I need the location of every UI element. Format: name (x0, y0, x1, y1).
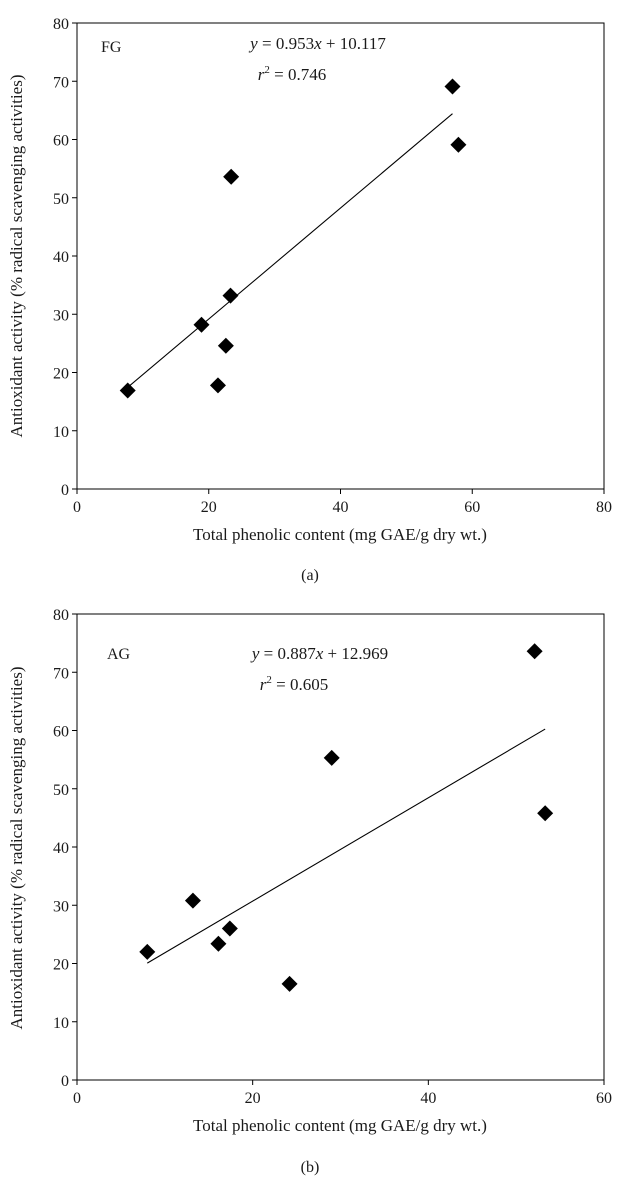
y-tick-label: 20 (53, 366, 69, 383)
y-axis-label: Antioxidant activity (% radical scavengi… (7, 74, 26, 437)
trendline-segment (127, 113, 453, 388)
y-tick-label: 80 (53, 607, 69, 624)
regression-equation: y = 0.953x + 10.117 (248, 34, 386, 53)
x-axis-label: Total phenolic content (mg GAE/g dry wt.… (193, 1116, 487, 1135)
x-tick-label: 40 (420, 1090, 436, 1107)
regression-equation: y = 0.887x + 12.969 (250, 644, 388, 663)
plot-frame (76, 22, 605, 490)
data-point (323, 749, 340, 766)
y-tick-label: 0 (61, 1073, 69, 1090)
x-tick-label: 0 (73, 1090, 81, 1107)
r-squared: r2 = 0.746 (258, 64, 326, 84)
data-point (450, 136, 467, 153)
y-tick-label: 60 (53, 133, 69, 150)
y-tick-label: 40 (53, 249, 69, 266)
y-tick-label: 10 (53, 424, 69, 441)
panel-label: FG (101, 39, 122, 56)
panel-label: AG (107, 646, 131, 663)
data-point (210, 935, 227, 952)
x-tick-label: 60 (464, 499, 480, 516)
data-point (526, 643, 543, 660)
ticks: 0 20 40 60 0 10 20 30 40 50 60 70 80 (53, 607, 612, 1107)
trendline (127, 113, 453, 388)
ticks: 0 20 40 60 80 0 10 20 30 40 50 60 70 80 (53, 16, 612, 516)
data-point (209, 377, 226, 394)
y-tick-label: 30 (53, 898, 69, 915)
x-tick-label: 20 (201, 499, 217, 516)
data-point (119, 382, 136, 399)
data-point (222, 287, 239, 304)
y-tick-label: 70 (53, 665, 69, 682)
data-point (184, 892, 201, 909)
points (119, 78, 467, 399)
y-tick-label: 70 (53, 74, 69, 91)
y-tick-label: 60 (53, 724, 69, 741)
y-axis-label: Antioxidant activity (% radical scavengi… (7, 666, 26, 1029)
data-point (221, 920, 238, 937)
y-tick-label: 20 (53, 957, 69, 974)
y-tick-label: 30 (53, 307, 69, 324)
data-point (281, 975, 298, 992)
data-point (537, 805, 554, 822)
x-tick-label: 0 (73, 499, 81, 516)
panel-caption: (b) (301, 1159, 320, 1176)
plot-frame (76, 613, 605, 1081)
data-point (193, 316, 210, 333)
x-tick-label: 80 (596, 499, 612, 516)
x-tick-label: 20 (245, 1090, 261, 1107)
y-tick-label: 10 (53, 1015, 69, 1032)
points (139, 643, 554, 992)
x-tick-label: 60 (596, 1090, 612, 1107)
data-point (217, 337, 234, 354)
data-point (444, 78, 461, 95)
r-squared: r2 = 0.605 (260, 674, 328, 694)
y-tick-label: 50 (53, 191, 69, 208)
panel-caption: (a) (301, 567, 319, 584)
trendline (146, 728, 546, 964)
y-tick-label: 50 (53, 782, 69, 799)
data-point (223, 168, 240, 185)
y-tick-label: 0 (61, 482, 69, 499)
y-tick-label: 80 (53, 16, 69, 33)
panel-fg: 0 20 40 60 80 0 10 20 30 40 50 60 70 80 FG y = 0.953x… (7, 16, 612, 584)
x-axis-label: Total phenolic content (mg GAE/g dry wt.… (193, 525, 487, 544)
trendline-segment (146, 728, 546, 964)
x-tick-label: 40 (333, 499, 349, 516)
y-tick-label: 40 (53, 840, 69, 857)
data-point (139, 943, 156, 960)
panel-ag: 0 20 40 60 0 10 20 30 40 50 60 70 80 AG y = 0.887x +… (7, 607, 612, 1176)
